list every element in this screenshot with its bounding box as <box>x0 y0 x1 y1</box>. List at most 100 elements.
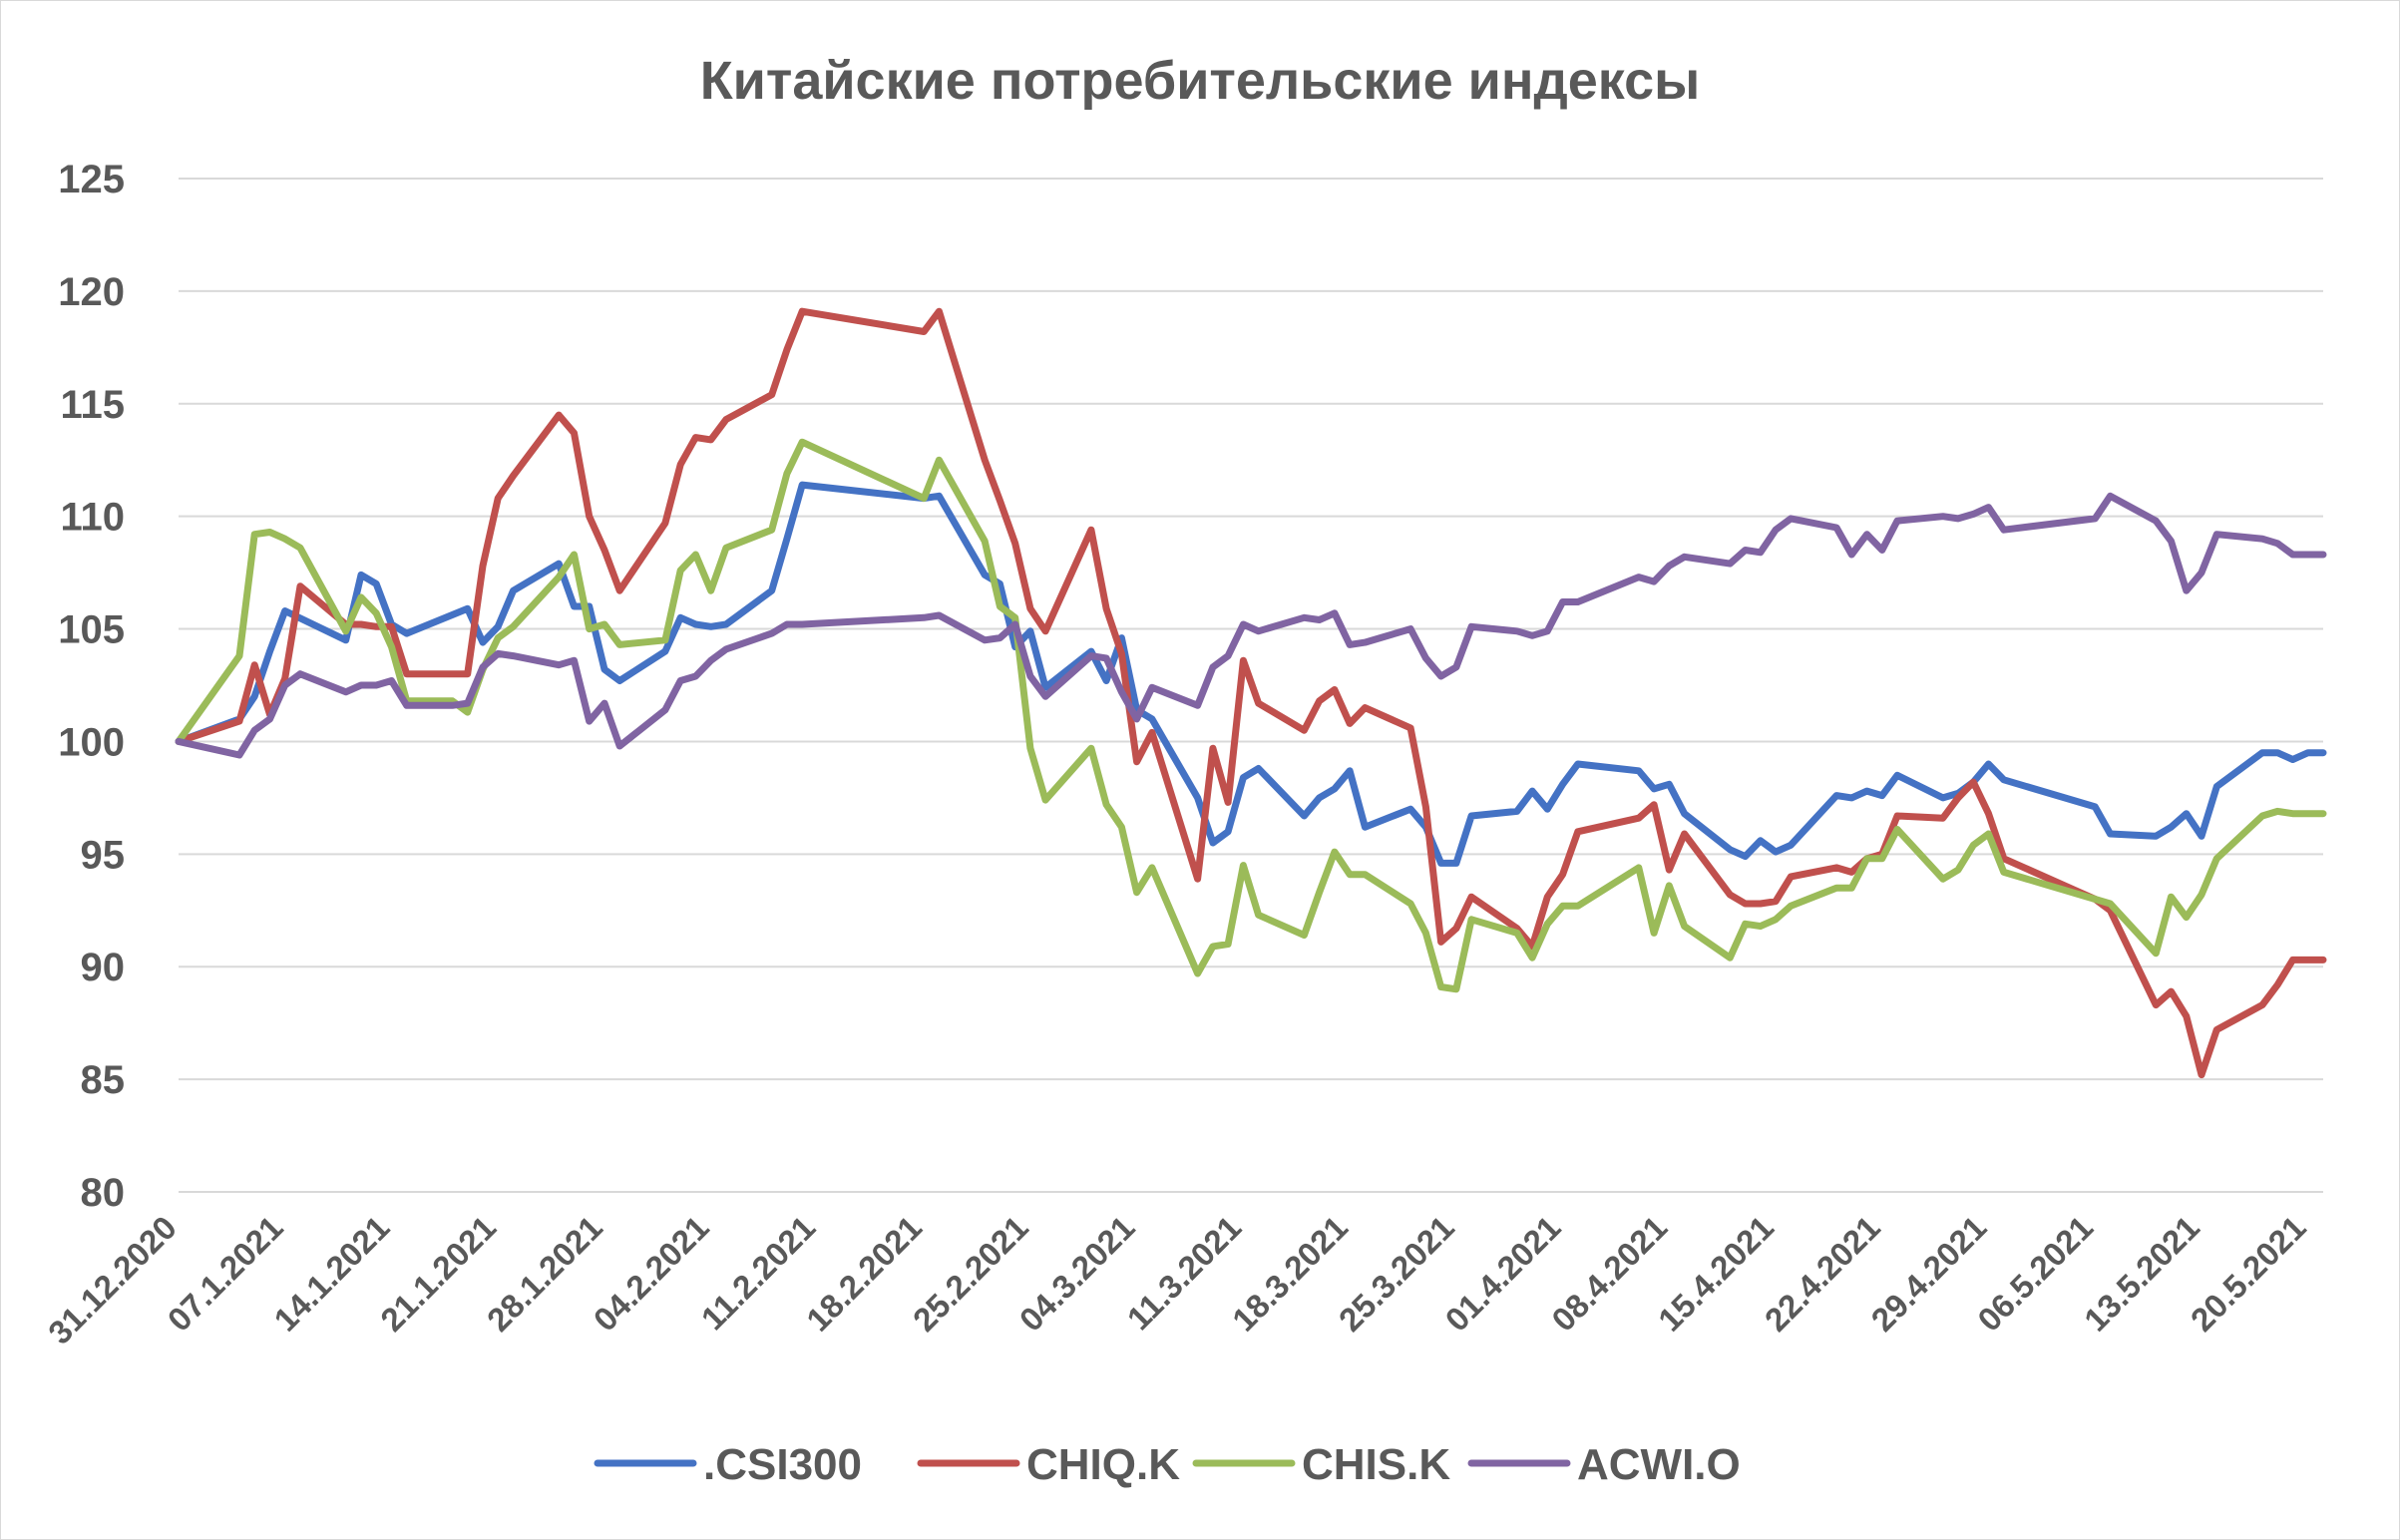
data-point <box>556 574 563 580</box>
data-point <box>236 718 243 725</box>
data-point <box>1437 860 1444 867</box>
data-point <box>1331 849 1338 856</box>
data-point <box>1422 930 1429 937</box>
data-point <box>1955 794 1962 801</box>
data-point <box>1863 531 1870 538</box>
data-point <box>1407 625 1414 632</box>
data-point <box>783 536 790 543</box>
data-point <box>1970 779 1977 786</box>
x-axis-ticks: 31.12.202007.1.202114.1.202121.1.202128.… <box>41 1209 2313 1351</box>
y-tick-label: 85 <box>81 1058 126 1102</box>
data-point <box>768 527 775 534</box>
data-point <box>1362 704 1369 711</box>
data-point <box>1513 627 1520 634</box>
data-point <box>464 709 471 716</box>
data-point <box>480 663 487 670</box>
data-point <box>1955 515 1962 522</box>
data-point <box>601 700 608 707</box>
y-tick-label: 120 <box>58 270 125 314</box>
data-point <box>266 648 273 655</box>
x-tick-label: 25.2.2021 <box>906 1209 1035 1339</box>
data-point <box>342 688 349 695</box>
data-point <box>1331 609 1338 616</box>
data-point <box>266 529 273 536</box>
data-point <box>342 636 349 643</box>
data-point <box>1681 923 1688 930</box>
data-point <box>1407 724 1414 731</box>
data-point <box>616 743 623 750</box>
data-point <box>1347 720 1354 727</box>
data-point <box>1574 761 1581 768</box>
y-axis-ticks: 80 85 90 95 100 105 110 115 120 125 <box>58 158 125 1215</box>
data-point <box>1757 549 1764 556</box>
data-point <box>1209 745 1216 752</box>
data-point <box>2183 587 2190 594</box>
data-point <box>936 457 943 464</box>
data-point <box>661 706 668 713</box>
data-point <box>1848 869 1855 876</box>
data-point <box>1635 864 1642 871</box>
data-point <box>510 473 517 480</box>
data-point <box>677 461 684 468</box>
legend-label: CHIS.K <box>1302 1440 1450 1489</box>
data-point <box>495 650 502 657</box>
data-point <box>1878 792 1885 799</box>
data-point <box>1559 781 1566 788</box>
data-point <box>1103 654 1110 661</box>
data-point <box>1544 894 1551 901</box>
data-point <box>2259 536 2266 543</box>
data-point <box>2000 527 2007 534</box>
data-point <box>510 587 517 594</box>
x-tick-label: 04.2.2021 <box>587 1209 716 1339</box>
data-point <box>1240 657 1247 664</box>
y-tick-label: 125 <box>58 158 125 201</box>
data-point <box>571 657 578 664</box>
data-point <box>1362 824 1369 831</box>
data-point <box>2000 776 2007 783</box>
data-point <box>2092 515 2099 522</box>
data-point <box>707 623 714 630</box>
data-point <box>1148 729 1155 736</box>
x-tick-label: 18.2.2021 <box>799 1209 929 1339</box>
data-point <box>1955 867 1962 874</box>
x-tick-label: 06.5.2021 <box>1970 1209 2100 1339</box>
data-point <box>1301 932 1308 939</box>
data-point <box>1209 663 1216 670</box>
x-tick-label: 20.5.2021 <box>2184 1209 2313 1339</box>
data-point <box>722 645 729 652</box>
data-point <box>480 639 487 646</box>
data-point <box>2274 749 2281 756</box>
data-point <box>677 677 684 684</box>
legend-label: ACWI.O <box>1577 1440 1741 1489</box>
data-point <box>1087 745 1094 752</box>
data-point <box>1118 824 1125 831</box>
data-point <box>1255 700 1262 707</box>
data-point <box>1103 801 1110 808</box>
data-point <box>1209 943 1216 950</box>
data-point <box>1148 864 1155 871</box>
data-point <box>1894 518 1901 525</box>
data-point <box>1788 842 1795 849</box>
data-point <box>2107 901 2114 908</box>
data-point <box>783 346 790 353</box>
data-point <box>1407 901 1414 908</box>
data-point <box>236 752 243 759</box>
data-point <box>1407 806 1414 813</box>
data-point <box>1727 955 1734 962</box>
data-point <box>1559 871 1566 878</box>
data-point <box>1742 921 1749 928</box>
data-point <box>2259 749 2266 756</box>
data-point <box>449 670 456 677</box>
data-point <box>373 580 380 587</box>
data-point <box>1529 632 1536 639</box>
data-point <box>783 621 790 628</box>
data-point <box>692 552 699 559</box>
data-point <box>982 572 989 578</box>
data-point <box>480 563 487 570</box>
data-point <box>936 493 943 500</box>
data-point <box>1240 862 1247 869</box>
data-point <box>1544 921 1551 928</box>
data-point <box>1757 923 1764 930</box>
data-point <box>2199 570 2205 577</box>
x-tick-label: 15.4.2021 <box>1651 1209 1781 1339</box>
